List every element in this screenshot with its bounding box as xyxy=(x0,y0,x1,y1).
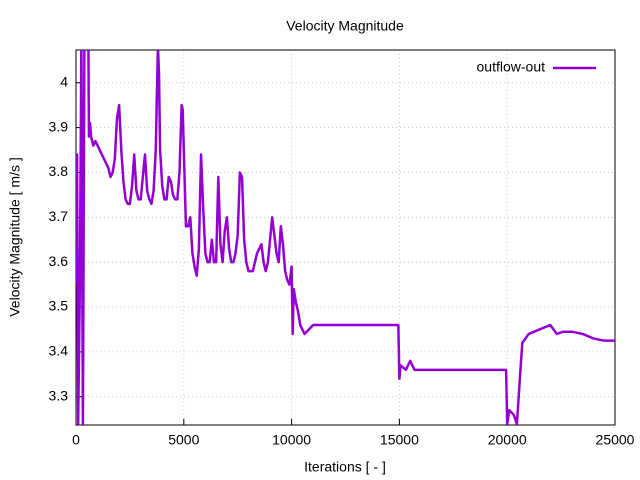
x-tick-label: 25000 xyxy=(596,432,635,448)
legend-label: outflow-out xyxy=(477,59,546,75)
x-tick-label: 15000 xyxy=(380,432,419,448)
x-tick-label: 20000 xyxy=(488,432,527,448)
x-tick-label: 10000 xyxy=(272,432,311,448)
series-line xyxy=(76,50,615,425)
y-tick-label: 3.6 xyxy=(49,253,69,269)
y-tick-label: 3.7 xyxy=(49,208,69,224)
x-tick-label: 5000 xyxy=(168,432,199,448)
chart-title: Velocity Magnitude xyxy=(286,18,404,34)
y-tick-label: 3.5 xyxy=(49,298,69,314)
y-tick-label: 3.3 xyxy=(49,387,69,403)
y-tick-label: 3.9 xyxy=(49,118,69,134)
x-axis-label: Iterations [ - ] xyxy=(304,459,386,475)
y-axis-label: Velocity Magnitude [ m/s ] xyxy=(7,157,23,317)
y-tick-label: 3.8 xyxy=(49,163,69,179)
y-tick-label: 4 xyxy=(60,73,68,89)
y-tick-label: 3.4 xyxy=(49,343,69,359)
x-tick-label: 0 xyxy=(72,432,80,448)
